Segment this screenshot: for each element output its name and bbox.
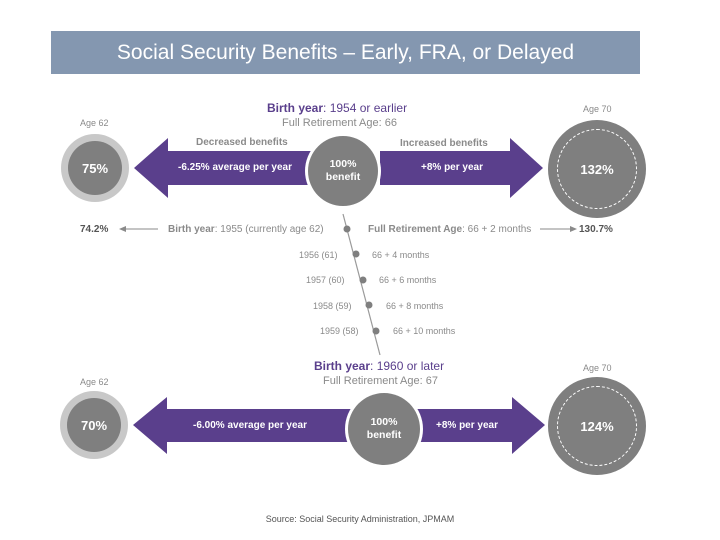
bottom-left-rate: -6.00% average per year <box>193 420 307 431</box>
bottom-left-inner: 70% <box>67 398 121 452</box>
transition-row-left: 1956 (61) <box>299 250 338 260</box>
bottom-left-circle: 70% <box>60 391 128 459</box>
timeline-dot-1955 <box>343 225 351 233</box>
transition-row-right: 66 + 4 months <box>372 250 430 260</box>
transition-right-value: 130.7% <box>579 224 613 235</box>
transition-left-value: 74.2% <box>80 224 109 235</box>
top-left-pct: 75% <box>81 160 109 176</box>
top-left-circle: 75% <box>61 134 129 202</box>
bottom-left-arrow <box>133 397 360 454</box>
top-center-pct: 100% <box>329 158 357 170</box>
transition-row-right: 66 + 6 months <box>379 275 437 285</box>
top-age-right: Age 70 <box>583 104 612 114</box>
bottom-right-dashed-ring: 124% <box>557 386 637 466</box>
bottom-center-circle: 100% benefit <box>345 390 423 468</box>
top-center-circle: 100% benefit <box>305 133 381 209</box>
bottom-center-inner: 100% benefit <box>348 393 420 465</box>
slide-title-bar: Social Security Benefits – Early, FRA, o… <box>51 31 640 74</box>
top-right-arrow <box>380 138 543 198</box>
top-right-circle: 132% <box>548 120 646 218</box>
bottom-center-word: benefit <box>366 429 402 441</box>
transition-row-right: 66 + 10 months <box>393 326 456 336</box>
bottom-right-rate: +8% per year <box>436 420 498 431</box>
timeline-dot-1959 <box>372 327 380 335</box>
bottom-birth-year: Birth year: 1960 or later <box>314 359 445 373</box>
bottom-age-left: Age 62 <box>80 377 109 387</box>
bottom-age-right: Age 70 <box>583 363 612 373</box>
top-increased-label: Increased benefits <box>400 138 488 149</box>
transition-first-right: Full Retirement Age: 66 + 2 months <box>368 224 532 235</box>
top-decreased-label: Decreased benefits <box>196 137 288 148</box>
transition-left-arrowhead <box>119 226 126 232</box>
timeline-dot-1956 <box>352 250 360 258</box>
top-fra: Full Retirement Age: 66 <box>282 117 397 129</box>
top-age-left: Age 62 <box>80 118 109 128</box>
source-note: Source: Social Security Administration, … <box>265 514 455 524</box>
top-right-dashed-ring: 132% <box>557 129 637 209</box>
timeline-dot-1957 <box>359 276 367 284</box>
bottom-right-arrow <box>400 397 545 454</box>
timeline-dot-1958 <box>365 301 373 309</box>
top-right-pct: 132% <box>580 161 614 177</box>
transition-row-left: 1958 (59) <box>313 301 352 311</box>
transition-row-left: 1957 (60) <box>306 275 345 285</box>
top-left-arrow <box>134 138 320 198</box>
top-left-rate: -6.25% average per year <box>178 162 292 173</box>
slide-title: Social Security Benefits – Early, FRA, o… <box>116 40 575 64</box>
top-center-word: benefit <box>325 171 361 183</box>
bottom-right-circle: 124% <box>548 377 646 475</box>
bottom-fra: Full Retirement Age: 67 <box>323 375 438 387</box>
transition-row-right: 66 + 8 months <box>386 301 444 311</box>
top-right-rate: +8% per year <box>421 162 483 173</box>
bottom-center-pct: 100% <box>370 416 398 428</box>
top-center-inner: 100% benefit <box>308 136 378 206</box>
transition-first-left: Birth year: 1955 (currently age 62) <box>168 224 324 235</box>
transition-row-left: 1959 (58) <box>320 326 359 336</box>
bottom-right-pct: 124% <box>580 418 614 434</box>
bottom-left-pct: 70% <box>80 417 108 433</box>
transition-right-arrowhead <box>570 226 577 232</box>
top-birth-year: Birth year: 1954 or earlier <box>267 101 408 115</box>
top-left-inner: 75% <box>68 141 122 195</box>
